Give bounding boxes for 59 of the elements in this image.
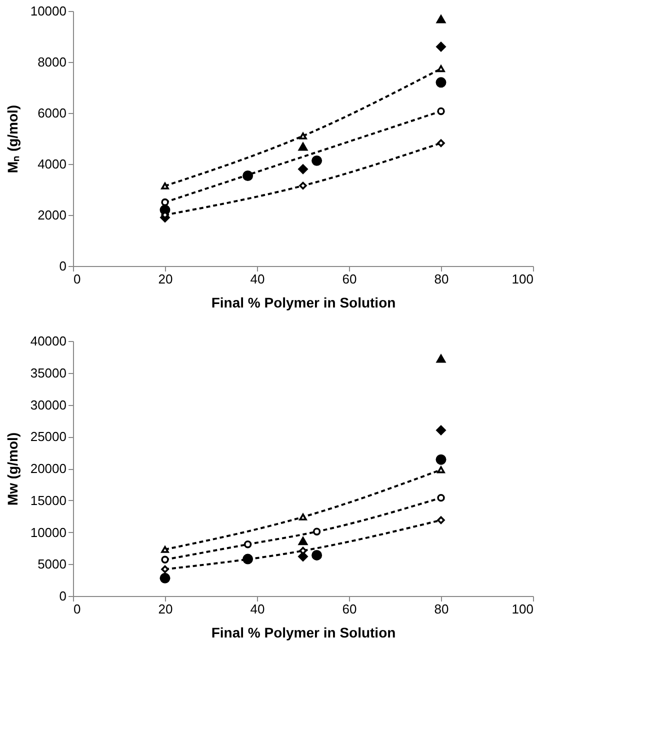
y-tick-label: 10000 — [30, 4, 66, 18]
x-tick-label: 40 — [250, 602, 265, 616]
x-tick-label: 20 — [158, 602, 173, 616]
x-tick-label: 0 — [74, 602, 81, 616]
point — [312, 155, 322, 166]
y-tick-label: 10000 — [30, 524, 66, 540]
y-tick-label: 20000 — [30, 461, 66, 476]
point — [436, 77, 446, 88]
x-axis-title: Final % Polymer in Solution — [211, 294, 396, 310]
y-tick-label: 6000 — [38, 106, 66, 120]
point — [437, 516, 445, 524]
y-axis-title: Mₙ (g/mol) — [4, 104, 20, 174]
point — [161, 182, 169, 190]
point — [436, 14, 446, 24]
point — [312, 550, 322, 560]
y-tick-label: 15000 — [30, 492, 66, 508]
y-tick-label: 30000 — [30, 397, 66, 412]
x-tick-label: 80 — [434, 602, 449, 616]
y-tick-label: 40000 — [30, 334, 66, 348]
point — [299, 132, 307, 140]
y-tick-label: 0 — [59, 588, 66, 604]
point — [437, 466, 445, 474]
point — [161, 565, 169, 574]
point — [436, 354, 446, 363]
x-tick-label: 100 — [512, 272, 534, 286]
x-tick-label: 60 — [342, 602, 357, 616]
y-tick-label: 0 — [59, 258, 66, 274]
x-tick-label: 100 — [512, 602, 534, 616]
point — [437, 139, 445, 147]
y-tick-label: 5000 — [38, 556, 66, 572]
x-tick-label: 20 — [158, 272, 173, 286]
point — [437, 107, 445, 116]
point — [161, 198, 169, 206]
x-tick-label: 40 — [250, 272, 265, 286]
y-tick-label: 25000 — [30, 429, 66, 444]
point — [437, 494, 445, 502]
point — [436, 454, 446, 465]
x-tick-label: 0 — [74, 272, 81, 286]
point — [160, 572, 170, 584]
point — [299, 513, 307, 520]
x-tick-label: 60 — [342, 272, 357, 286]
point — [298, 142, 308, 151]
x-axis-title: Final % Polymer in Solution — [211, 624, 396, 640]
point — [312, 528, 321, 536]
point — [299, 182, 307, 190]
point — [244, 540, 252, 548]
point — [436, 41, 446, 52]
y-tick-label: 4000 — [38, 156, 66, 172]
point — [436, 425, 446, 436]
y-axis-title: Mw (g/mol) — [4, 432, 20, 506]
point — [298, 536, 308, 546]
point — [437, 65, 445, 72]
y-tick-label: 2000 — [38, 208, 66, 222]
x-tick-label: 80 — [434, 272, 449, 286]
point — [298, 164, 308, 174]
y-tick-label: 8000 — [38, 54, 66, 70]
y-tick-label: 35000 — [30, 365, 66, 380]
point — [161, 556, 169, 564]
point — [161, 546, 169, 553]
